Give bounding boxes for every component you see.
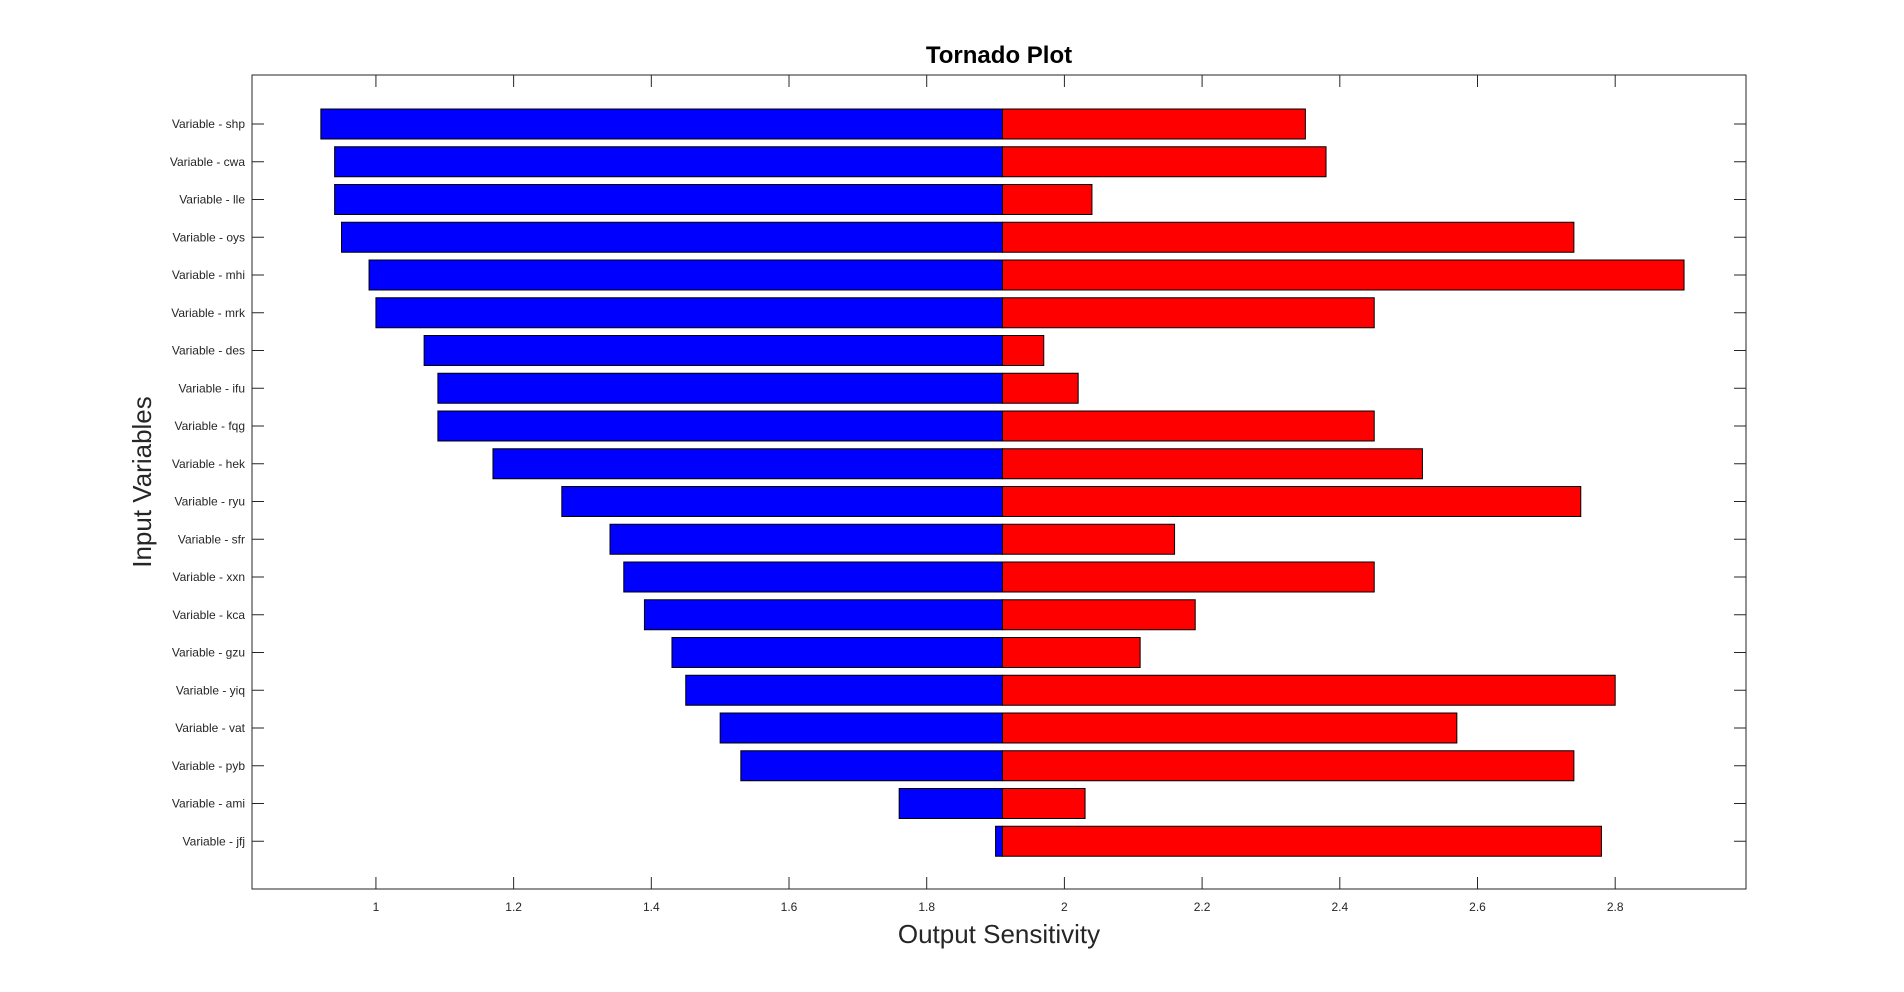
low-bar	[671, 637, 1003, 668]
low-bar	[995, 825, 1003, 857]
low-bar	[375, 297, 1003, 329]
x-tick-label: 2.2	[1194, 900, 1211, 914]
y-tick-label: Variable - gzu	[172, 646, 245, 660]
low-bar	[685, 674, 1003, 706]
high-bar	[1001, 410, 1375, 442]
y-tick-label: Variable - mhi	[172, 268, 245, 282]
low-bar	[423, 335, 1003, 366]
low-bar	[334, 146, 1003, 178]
y-tick-label: Variable - des	[172, 344, 245, 358]
high-bar	[1001, 448, 1423, 480]
high-bar	[1001, 372, 1079, 404]
low-bar	[643, 599, 1003, 631]
ticks-layer: Variable - shp Variable - cwa Variable - l…	[170, 75, 1746, 914]
high-bar	[1001, 825, 1602, 857]
high-bar	[1001, 486, 1582, 517]
y-tick-label: Variable - hek	[172, 457, 246, 471]
y-tick-label: Variable - mrk	[171, 306, 246, 320]
low-bar	[320, 108, 1003, 140]
x-tick-label: 2.6	[1469, 900, 1486, 914]
y-tick-label: Variable - yiq	[176, 683, 245, 697]
y-tick-label: Variable - sfr	[178, 532, 245, 546]
y-tick-label: Variable - lle	[179, 193, 245, 207]
y-tick-label: Variable - pyb	[172, 759, 245, 773]
low-bar	[437, 372, 1003, 404]
high-bar	[1001, 637, 1141, 668]
y-tick-label: Variable - ryu	[175, 495, 245, 509]
high-bar	[1001, 184, 1093, 215]
x-axis-label: Output Sensitivity	[898, 919, 1100, 949]
y-tick-label: Variable - vat	[175, 721, 245, 735]
low-bar	[334, 184, 1003, 215]
plot-area-frame	[251, 74, 1747, 890]
low-bar	[609, 523, 1003, 555]
y-axis-label: Input Variables	[127, 396, 157, 568]
chart-title: Tornado Plot	[926, 42, 1072, 69]
x-tick-label: 1.8	[918, 900, 935, 914]
high-bar	[1001, 599, 1196, 631]
high-bar	[1001, 674, 1616, 706]
high-bar	[1001, 750, 1575, 782]
high-bar	[1001, 297, 1375, 329]
high-bar	[1001, 221, 1575, 253]
low-bar	[437, 410, 1003, 442]
x-tick-label: 1.4	[643, 900, 660, 914]
y-tick-label: Variable - ifu	[179, 381, 245, 395]
y-tick-label: Variable - shp	[172, 117, 245, 131]
high-bar	[1001, 335, 1045, 366]
low-bar	[898, 788, 1003, 819]
y-tick-label: Variable - xxn	[173, 570, 245, 584]
low-bar	[719, 712, 1003, 744]
high-bar	[1001, 561, 1375, 593]
y-tick-label: Variable - oys	[173, 230, 245, 244]
x-tick-label: 1	[373, 900, 380, 914]
high-bar	[1001, 259, 1685, 291]
x-tick-label: 1.6	[781, 900, 798, 914]
low-bar	[492, 448, 1003, 480]
x-tick-label: 2.8	[1607, 900, 1624, 914]
y-tick-label: Variable - cwa	[170, 155, 245, 169]
high-bar	[1001, 712, 1458, 744]
low-bar	[341, 221, 1003, 253]
x-tick-label: 2.4	[1331, 900, 1348, 914]
low-bar	[740, 750, 1003, 782]
y-tick-label: Variable - kca	[173, 608, 246, 622]
high-bar	[1001, 523, 1176, 555]
bars-layer	[320, 108, 1685, 857]
y-tick-label: Variable - jfj	[183, 834, 245, 848]
high-bar	[1001, 146, 1327, 178]
high-bar	[1001, 788, 1086, 819]
low-bar	[623, 561, 1003, 593]
high-bar	[1001, 108, 1306, 140]
x-tick-label: 2	[1061, 900, 1068, 914]
low-bar	[368, 259, 1003, 291]
x-tick-label: 1.2	[505, 900, 522, 914]
low-bar	[561, 486, 1003, 517]
y-tick-label: Variable - fqg	[175, 419, 245, 433]
y-tick-label: Variable - ami	[172, 797, 245, 811]
